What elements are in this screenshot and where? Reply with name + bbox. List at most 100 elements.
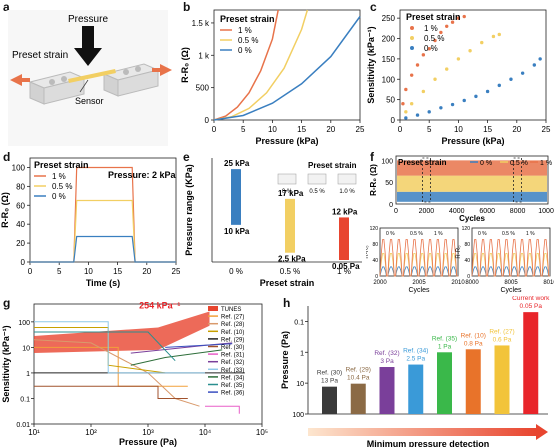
x-tick-label: 10⁵ xyxy=(256,428,268,437)
cycle-band xyxy=(397,160,547,176)
data-point xyxy=(421,53,426,57)
ref-curve xyxy=(165,343,233,348)
x-tick-label: 2000 xyxy=(419,208,435,215)
y-tick-label: 1 xyxy=(300,350,304,357)
legend-label: Ref. (36) xyxy=(221,391,244,397)
inset-sample xyxy=(337,173,357,185)
panel-label-a: a xyxy=(3,0,10,14)
legend-label: 0.5 % xyxy=(238,36,258,45)
bar-ref-label: Ref. (27) xyxy=(489,328,514,335)
legend-label: Ref. (28) xyxy=(221,322,244,328)
data-point xyxy=(462,98,466,103)
bar-ref-label: Current work xyxy=(512,296,550,302)
y-axis-label: Pressure (Pa) xyxy=(280,331,290,389)
inset-label: 0.5 % xyxy=(309,189,325,195)
x-tick-label: 15 xyxy=(483,125,492,134)
legend-title: Preset strain xyxy=(34,160,89,170)
chart-h: 100 10 1 0.1 Pressure (Pa) Ref. (30)13 Pa Ref.… xyxy=(280,296,550,447)
inset-label: 1.0 % xyxy=(339,189,355,195)
x-axis-label: Pressure (kPa) xyxy=(441,136,504,146)
bar-ref-label: Ref. (29) xyxy=(346,367,371,374)
detection-arrow-shaft xyxy=(308,428,536,436)
y-tick-label: 50 xyxy=(386,96,395,105)
panel-label-d: d xyxy=(3,150,11,164)
y-tick-label: 0.1 xyxy=(20,396,30,403)
y-tick-label: 1.5 k xyxy=(192,19,210,28)
legend-label: 0 % xyxy=(238,46,252,55)
legend-label: Ref. (29) xyxy=(221,337,244,343)
inset-label: 0 % xyxy=(282,189,293,195)
data-point xyxy=(433,38,437,43)
bar-value-label: 3 Pa xyxy=(380,358,394,365)
inset-y-tick: 120 xyxy=(462,226,471,232)
inset-sample xyxy=(277,173,297,185)
y-axis-label: R-R₀ (Ω) xyxy=(369,164,378,196)
y-tick-label: 500 xyxy=(196,84,210,93)
bar xyxy=(494,345,510,414)
y-tick-label: 0.01 xyxy=(16,422,30,429)
data-point xyxy=(445,24,449,28)
x-tick-label: 15 xyxy=(113,267,122,276)
bar xyxy=(437,352,452,414)
data-point xyxy=(415,113,420,117)
bar-value-label: 0.05 Pa xyxy=(520,303,543,310)
x-tick-label: 0 xyxy=(28,267,33,276)
x-tick-label: 0 xyxy=(398,125,403,134)
sensor-strip xyxy=(68,69,116,83)
y-tick-label: 100 xyxy=(381,158,393,165)
inset-sample xyxy=(307,173,327,185)
data-point xyxy=(439,30,443,35)
inset-y-label: R-R₀ xyxy=(456,245,462,259)
x-tick-label: 10² xyxy=(85,428,97,437)
legend-label: Ref. (30) xyxy=(221,345,244,351)
inset-legend: 1 % xyxy=(526,231,535,237)
data-point xyxy=(520,71,525,75)
plot-frame xyxy=(213,9,361,121)
preset-strain-label: Preset strain xyxy=(12,50,68,61)
data-point xyxy=(538,57,542,61)
x-tick-label: 15 xyxy=(297,125,306,134)
bar-value-label: 0.6 Pa xyxy=(493,336,512,343)
inset-y-tick: 80 xyxy=(372,242,378,248)
detection-arrow-head xyxy=(536,424,548,440)
bar-value-label: 0.8 Pa xyxy=(464,340,483,347)
y-tick-label: 250 xyxy=(382,14,396,23)
legend-title: Preset strain xyxy=(406,12,461,22)
bar-ref-label: Ref. (35) xyxy=(432,335,457,342)
panel-label-c: c xyxy=(370,0,377,14)
inset-y-tick: 0 xyxy=(375,274,378,280)
chart-g: 10¹ 10² 10³ 10⁴ 10⁵ 0.01 0.1 1 10 100 Pressure (Pa… xyxy=(1,301,268,447)
x-tick-label: 10³ xyxy=(142,428,154,437)
inset-x-tick: 8000 xyxy=(465,280,479,286)
x-tick-label: 8000 xyxy=(510,208,526,215)
legend-label: Ref. (35) xyxy=(221,383,244,389)
inset-x-tick: 2005 xyxy=(412,280,426,286)
legend-label: 0.5 % xyxy=(510,160,528,167)
legend-label: Ref. (34) xyxy=(221,375,244,381)
range-bar xyxy=(231,169,241,225)
data-point xyxy=(474,94,478,99)
plot-frame xyxy=(399,9,547,121)
inset-y-tick: 40 xyxy=(372,258,378,264)
x-tick-label: 10¹ xyxy=(28,428,40,437)
x-tick-label: 20 xyxy=(512,125,521,134)
data-point xyxy=(409,102,414,106)
y-tick-label: 0 xyxy=(21,258,26,267)
y-axis-label: Pressure range (KPa) xyxy=(184,164,194,256)
data-point xyxy=(404,87,408,92)
plot-frame xyxy=(29,157,177,263)
range-top-label: 12 kPa xyxy=(332,207,358,216)
x-axis-label: Time (s) xyxy=(86,278,120,288)
x-axis-label: Pressure (Pa) xyxy=(119,437,177,447)
data-point xyxy=(415,63,420,67)
peak-annotation: 254 kPa⁻¹ xyxy=(139,301,180,311)
x-tick-label: 6000 xyxy=(479,208,495,215)
data-point xyxy=(401,102,405,106)
bar-value-label: 10.4 Pa xyxy=(347,375,370,382)
series-line-1 xyxy=(213,9,279,121)
bar-ref-label: Ref. (10) xyxy=(461,332,486,339)
data-point xyxy=(404,116,408,120)
range-top-label: 25 kPa xyxy=(224,159,250,168)
legend-label: 1 % xyxy=(52,172,66,181)
